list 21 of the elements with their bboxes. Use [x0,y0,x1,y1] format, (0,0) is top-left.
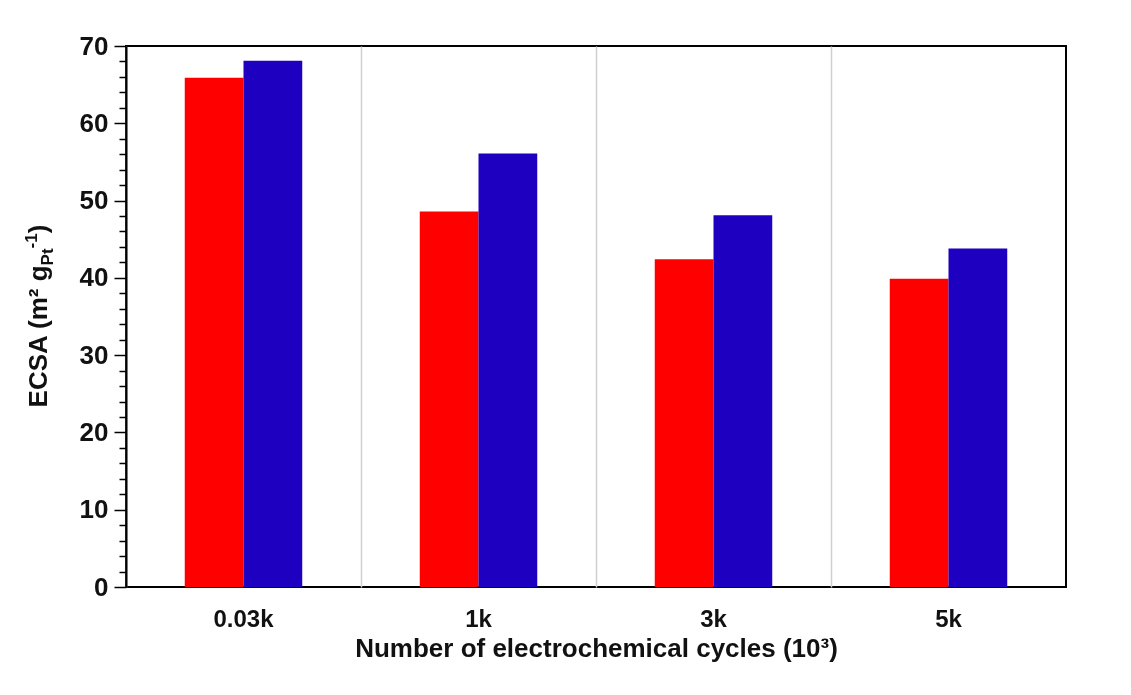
bar [713,215,773,587]
x-tick-label: 0.03k [213,604,275,632]
y-tick-label: 0 [94,571,109,602]
y-tick-label: 20 [79,416,109,447]
y-tick-label: 70 [79,30,109,61]
y-tick-label: 60 [79,107,109,138]
x-axis-title: Number of electrochemical cycles (10³) [355,632,838,663]
y-tick-label: 10 [79,494,109,525]
bar [948,248,1008,587]
y-tick-label: 50 [79,185,109,216]
bar [654,259,714,587]
x-tick-label: 5k [935,604,963,632]
bar [184,77,244,587]
bar [243,60,303,587]
y-tick-label: 30 [79,339,109,370]
y-tick-label: 40 [79,262,109,293]
bar [889,278,949,587]
x-tick-label: 3k [700,604,728,632]
x-tick-label: 1k [465,604,493,632]
bar [478,153,538,587]
bar [419,211,479,587]
